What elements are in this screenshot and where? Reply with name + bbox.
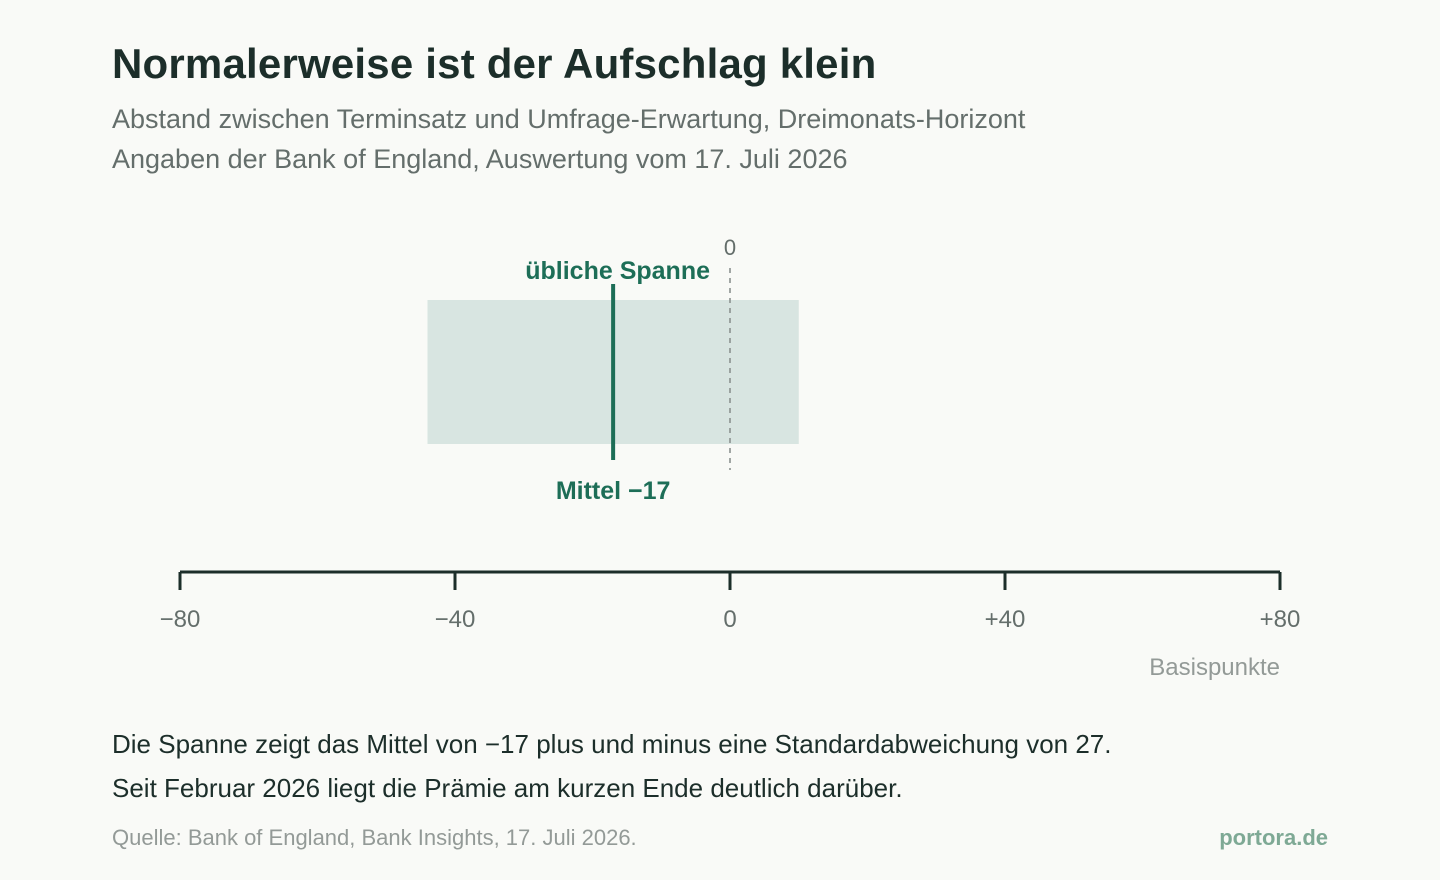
- range-chart: 0 übliche Spanne Mittel −17 −80 −40 0 +40 +8…: [160, 235, 1301, 681]
- x-tick-label: +80: [1260, 606, 1301, 633]
- x-tick-label: 0: [723, 606, 736, 633]
- x-tick-label: +40: [985, 606, 1026, 633]
- chart-subtitle-line1: Abstand zwischen Terminsatz und Umfrage-…: [112, 104, 1026, 134]
- zero-reference-label: 0: [724, 235, 736, 260]
- chart-subtitle-line2: Angaben der Bank of England, Auswertung …: [112, 144, 848, 174]
- mean-marker-label: Mittel −17: [556, 477, 671, 505]
- x-axis-ticks: −80 −40 0 +40 +80: [160, 572, 1301, 633]
- note-line1: Die Spanne zeigt das Mittel von −17 plus…: [112, 729, 1112, 759]
- x-tick-label: −40: [435, 606, 476, 633]
- range-band-label: übliche Spanne: [525, 257, 710, 285]
- note-line2: Seit Februar 2026 liegt die Prämie am ku…: [112, 773, 903, 803]
- x-axis-title: Basispunkte: [1149, 654, 1280, 681]
- brand-link[interactable]: portora.de: [1219, 825, 1328, 850]
- source-credit: Quelle: Bank of England, Bank Insights, …: [112, 825, 637, 850]
- chart-title: Normalerweise ist der Aufschlag klein: [112, 40, 877, 87]
- x-tick-label: −80: [160, 606, 201, 633]
